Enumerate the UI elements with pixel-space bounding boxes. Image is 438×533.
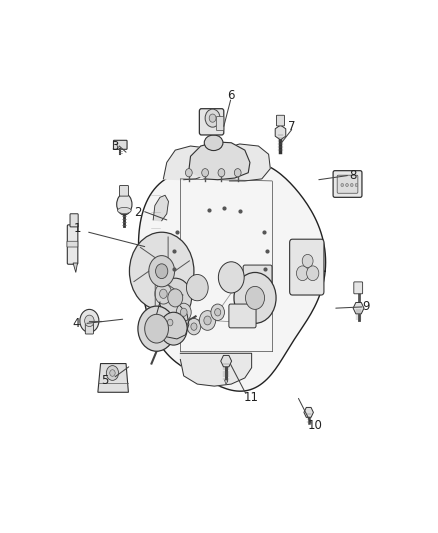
Polygon shape (153, 195, 169, 221)
Polygon shape (224, 380, 228, 385)
Circle shape (341, 183, 344, 187)
Polygon shape (180, 353, 251, 386)
Text: 7: 7 (288, 120, 296, 133)
Polygon shape (189, 142, 250, 180)
Circle shape (350, 183, 353, 187)
FancyBboxPatch shape (337, 175, 358, 193)
Circle shape (234, 272, 276, 324)
Text: 2: 2 (134, 206, 141, 219)
Circle shape (176, 303, 191, 321)
Polygon shape (216, 144, 270, 181)
Circle shape (138, 306, 175, 351)
FancyBboxPatch shape (67, 241, 78, 247)
Circle shape (80, 309, 99, 333)
Circle shape (355, 183, 358, 187)
FancyBboxPatch shape (199, 109, 224, 135)
Ellipse shape (204, 135, 223, 150)
Circle shape (297, 266, 309, 281)
Circle shape (164, 315, 176, 330)
Circle shape (346, 183, 348, 187)
FancyBboxPatch shape (333, 171, 362, 197)
Polygon shape (304, 407, 314, 417)
FancyBboxPatch shape (290, 239, 324, 295)
Circle shape (155, 284, 172, 304)
FancyBboxPatch shape (85, 324, 93, 334)
Polygon shape (73, 263, 78, 272)
Circle shape (168, 289, 183, 307)
Text: 8: 8 (349, 169, 357, 182)
Circle shape (185, 168, 192, 177)
Circle shape (218, 168, 225, 177)
Circle shape (106, 366, 119, 381)
Polygon shape (156, 302, 189, 339)
Ellipse shape (117, 207, 131, 214)
Circle shape (215, 309, 221, 316)
FancyBboxPatch shape (229, 304, 256, 328)
Circle shape (187, 274, 208, 301)
Text: 4: 4 (72, 317, 80, 330)
Text: 5: 5 (101, 374, 109, 387)
FancyBboxPatch shape (354, 282, 363, 294)
Circle shape (234, 168, 241, 177)
FancyBboxPatch shape (70, 214, 78, 227)
Ellipse shape (117, 193, 132, 215)
Polygon shape (163, 146, 211, 180)
Circle shape (110, 370, 115, 376)
Polygon shape (138, 162, 325, 391)
Circle shape (149, 256, 175, 287)
Circle shape (209, 114, 216, 122)
Circle shape (180, 308, 187, 316)
Text: 3: 3 (112, 140, 119, 154)
Circle shape (211, 304, 224, 320)
Polygon shape (98, 364, 128, 392)
FancyBboxPatch shape (67, 225, 78, 264)
Circle shape (160, 312, 187, 345)
Circle shape (85, 315, 94, 327)
Circle shape (155, 264, 168, 279)
Circle shape (199, 311, 215, 330)
Circle shape (191, 323, 197, 330)
FancyBboxPatch shape (276, 115, 285, 126)
Circle shape (202, 168, 208, 177)
Polygon shape (275, 125, 286, 140)
Circle shape (129, 232, 194, 310)
Circle shape (219, 262, 244, 293)
FancyBboxPatch shape (120, 185, 128, 196)
Circle shape (246, 286, 265, 309)
Circle shape (159, 278, 191, 318)
Text: 11: 11 (244, 391, 258, 403)
Polygon shape (221, 356, 232, 367)
FancyBboxPatch shape (243, 265, 272, 292)
Circle shape (302, 254, 313, 268)
Circle shape (167, 319, 173, 326)
Circle shape (307, 266, 319, 281)
Text: 1: 1 (74, 222, 81, 236)
Polygon shape (353, 302, 364, 314)
Text: 10: 10 (308, 419, 323, 432)
Circle shape (187, 318, 201, 335)
Circle shape (204, 316, 211, 325)
Text: 9: 9 (363, 301, 370, 313)
Circle shape (159, 289, 167, 298)
Circle shape (145, 314, 169, 343)
Circle shape (205, 109, 220, 127)
FancyBboxPatch shape (113, 140, 127, 149)
Text: 6: 6 (227, 90, 234, 102)
FancyBboxPatch shape (216, 117, 224, 131)
